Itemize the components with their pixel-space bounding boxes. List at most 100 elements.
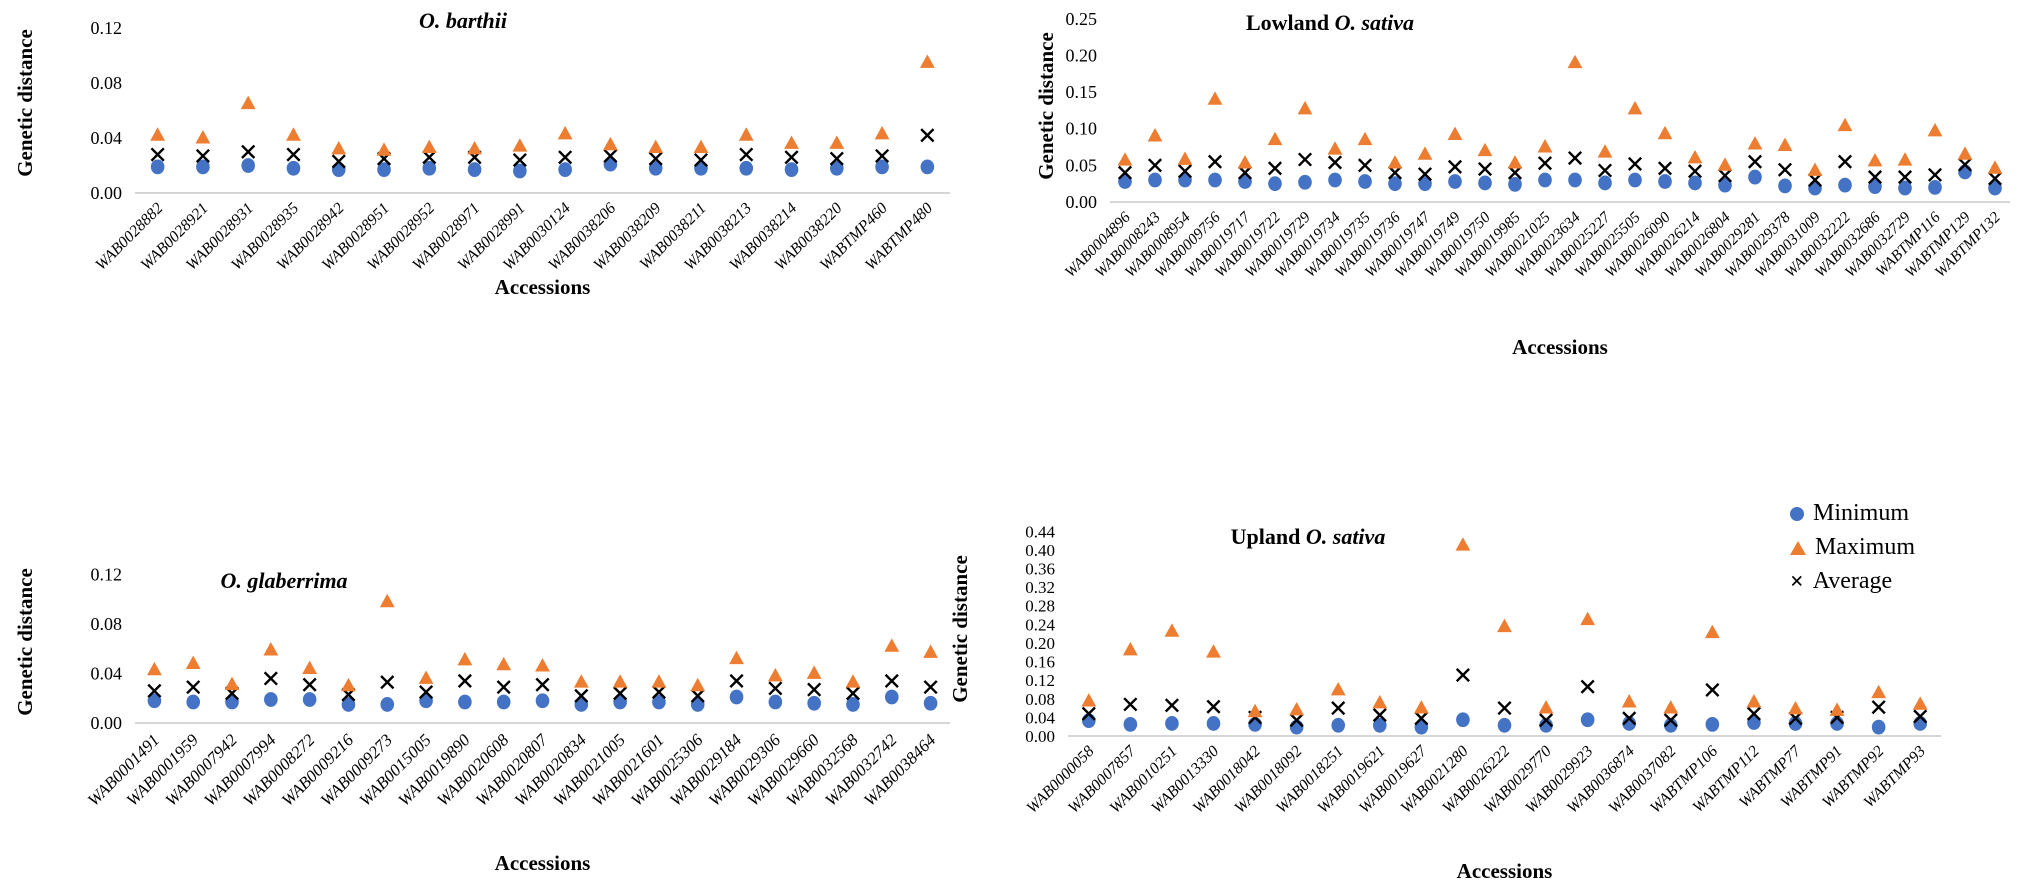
maximum-marker [1247,703,1263,718]
maximum-marker [1807,162,1823,176]
maximum-marker [1704,624,1720,639]
average-marker [920,128,935,143]
maximum-marker [1147,128,1163,142]
average-marker [603,148,618,163]
maximum-marker [806,665,822,679]
minimum-marker [1580,712,1595,728]
maximum-marker [1717,157,1733,171]
maximum-marker [1927,122,1943,137]
average-marker [496,680,511,695]
minimum-marker [1958,164,1972,180]
average-marker [1627,156,1643,171]
average-x-icon: × [1790,568,1804,595]
maximum-marker [1663,700,1679,714]
maximum-marker [1957,146,1973,160]
minimum-marker [302,692,317,707]
minimum-marker [1539,717,1553,733]
minimum-marker [1538,172,1552,188]
average-marker [1081,706,1096,721]
average-marker [1177,164,1193,179]
maximum-marker [1507,155,1523,169]
average-marker [807,682,822,697]
y-axis-title: Genetic distance [1038,32,1058,180]
minimum-marker [1456,712,1470,728]
maximum-marker [1122,641,1138,656]
average-marker [1497,701,1512,716]
lowland-o-sativa-plot: 0.000.050.100.150.200.25WAB0004896WAB000… [1034,9,2010,359]
minimum-marker [341,697,356,712]
maximum-marker [1164,623,1180,637]
average-marker [1567,150,1583,166]
chart-title: O. barthii [419,8,508,33]
average-marker [613,686,628,701]
maximum-marker [185,655,201,670]
minimum-marker [1268,176,1282,192]
maximum-marker [1372,694,1388,709]
average-marker [1539,713,1554,728]
y-tick-label: 0.28 [1025,597,1055,616]
y-tick-label: 0.10 [1066,119,1098,139]
y-tick-label: 0.15 [1066,82,1098,102]
average-marker [729,673,744,689]
maximum-marker [651,674,667,688]
chart-title-italic: O. sativa [1306,524,1385,549]
maximum-marker [1081,693,1097,707]
y-tick-label: 0.12 [91,18,123,38]
legend: Minimum Maximum × Average [1790,500,1915,595]
minimum-marker [1248,716,1262,732]
average-marker [784,150,799,165]
minimum-marker [264,692,278,707]
average-marker [1414,711,1429,726]
minimum-marker [807,695,821,711]
y-tick-label: 0.16 [1025,653,1055,672]
maximum-marker [648,139,664,154]
average-marker [1927,167,1943,182]
maximum-marker [1897,152,1913,166]
maximum-marker [1413,700,1429,714]
average-marker [1327,155,1343,170]
legend-label-average: Average [1812,568,1893,594]
minimum-marker [1663,717,1678,733]
y-tick-label: 0.00 [91,713,123,733]
average-marker [875,148,890,163]
minimum-marker [1598,175,1612,191]
average-marker [1117,165,1133,180]
maximum-marker [1829,702,1845,716]
maximum-marker [829,135,845,149]
y-tick-label: 0.12 [91,565,123,585]
maximum-marker [195,130,211,144]
maximum-marker [1837,117,1853,132]
maximum-marker [1497,618,1512,633]
maximum-marker [1289,701,1305,716]
maximum-marker [1477,142,1493,157]
y-axis-title: Genetic distance [948,555,972,703]
average-marker [1705,682,1720,697]
maximum-marker [1387,155,1403,169]
average-marker [1477,161,1493,177]
average-marker [651,685,666,700]
average-marker [241,144,256,159]
minimum-marker [1081,713,1096,729]
minimum-marker [1448,174,1462,189]
average-marker [1687,164,1703,179]
minimum-marker [652,694,666,710]
average-marker [768,681,783,696]
minimum-marker [1748,169,1762,185]
maximum-marker [1746,694,1762,708]
maximum-marker [379,593,395,608]
maximum-marker [263,642,279,656]
average-marker [1957,157,1973,172]
y-axis-title: Genetic distance [13,29,37,177]
maximum-marker [1447,126,1463,140]
average-marker [1331,701,1346,716]
minimum-marker [739,160,754,176]
x-axis-title: Accessions [1457,859,1553,883]
minimum-marker [1778,178,1792,194]
maximum-marker [1567,54,1583,69]
maximum-marker [784,135,799,149]
maximum-marker [1455,537,1471,551]
maximum-marker [240,95,256,110]
average-marker [147,683,162,698]
maximum-triangle-icon [1790,540,1806,555]
